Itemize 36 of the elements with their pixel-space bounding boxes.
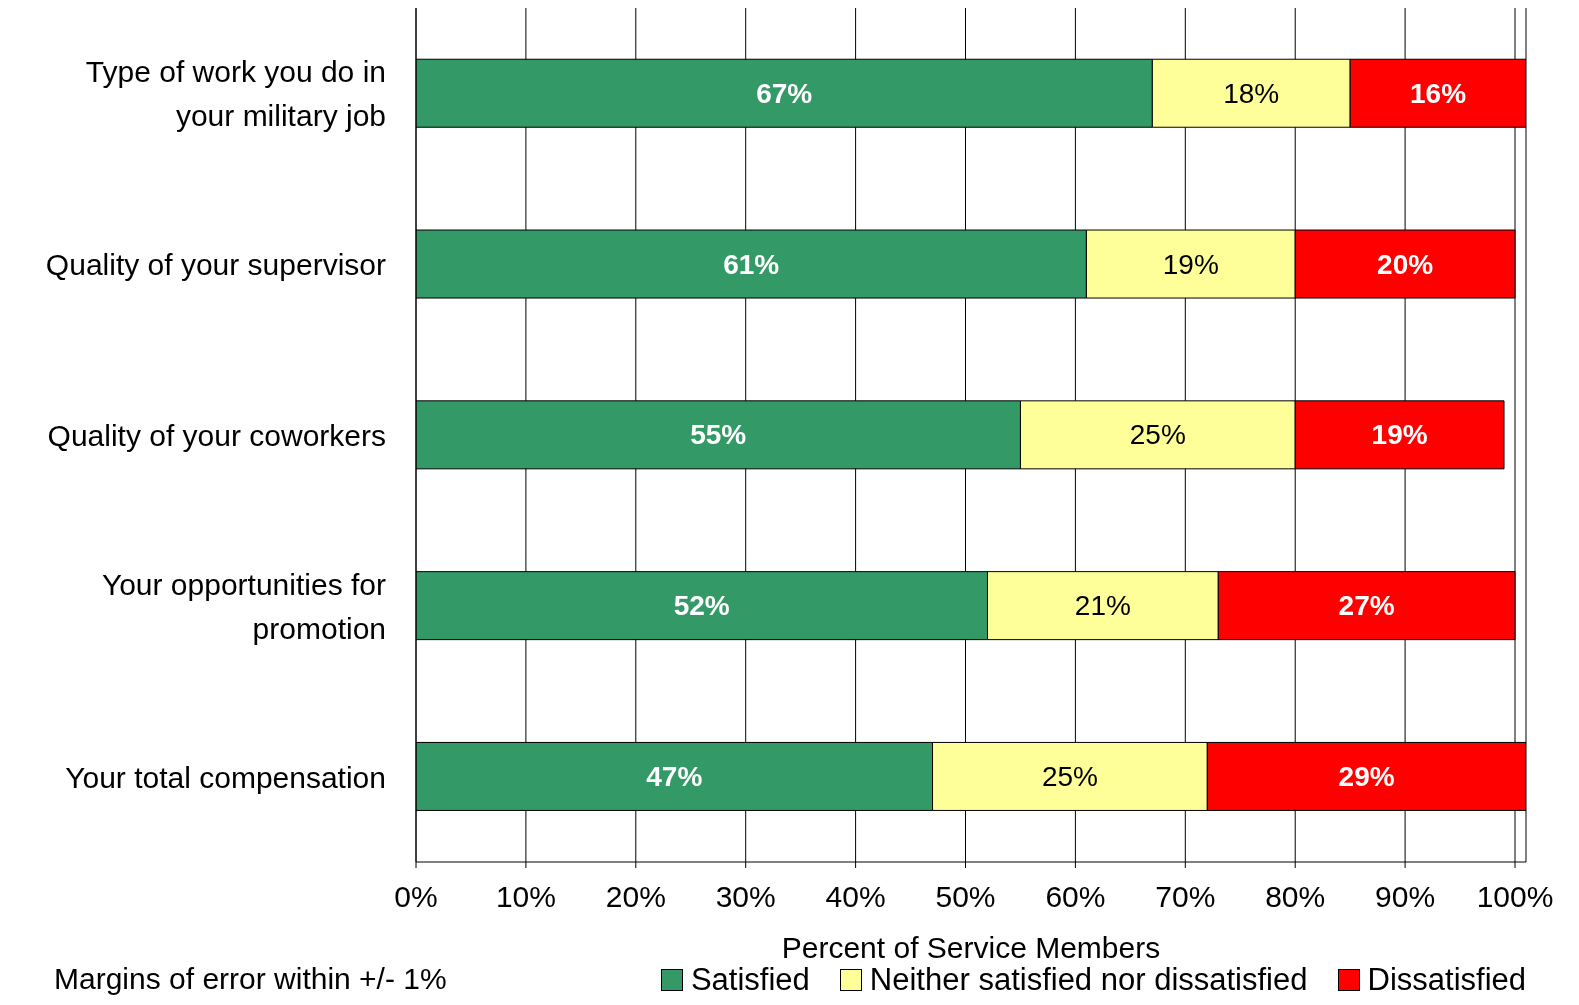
y-tick-label: Type of work you do in your military job [85, 54, 386, 132]
x-tick-label: 40% [825, 880, 886, 914]
x-tick-label: 50% [935, 880, 996, 914]
legend-label: Satisfied [690, 962, 810, 998]
data-label: 61% [723, 248, 780, 280]
data-label: 21% [1074, 590, 1131, 622]
x-tick-label: 90% [1375, 880, 1436, 914]
data-label: 16% [1410, 77, 1467, 109]
x-tick-label: 0% [394, 880, 438, 914]
x-axis-title: Percent of Service Members [781, 931, 1161, 964]
x-tick-label: 80% [1265, 880, 1326, 914]
legend-label: Neither satisfied nor dissatisfied [869, 962, 1308, 998]
legend-label: Dissatisfied [1367, 962, 1526, 998]
x-tick-label: 30% [715, 880, 776, 914]
data-label: 27% [1338, 590, 1395, 622]
data-label: 25% [1041, 760, 1098, 792]
x-tick-label: 10% [495, 880, 556, 914]
data-label: 52% [673, 590, 730, 622]
y-tick-label: Your opportunities for promotion [101, 567, 387, 645]
x-tick-label: 20% [605, 880, 666, 914]
data-label: 47% [646, 760, 703, 792]
text: Margins of error within +/- 1% [54, 962, 447, 996]
y-tick-label: Quality of your coworkers [47, 418, 386, 452]
data-label: 29% [1338, 760, 1395, 792]
y-tick-label: Quality of your supervisor [45, 247, 387, 281]
y-tick-label: Your total compensation [65, 760, 386, 794]
data-label: 19% [1162, 248, 1219, 280]
x-tick-label: 60% [1045, 880, 1106, 914]
data-label: 55% [690, 419, 747, 451]
data-label: 67% [756, 77, 813, 109]
data-label: 20% [1377, 248, 1434, 280]
x-tick-label: 70% [1155, 880, 1216, 914]
x-tick-label: 100% [1476, 880, 1554, 914]
data-label: 18% [1223, 77, 1280, 109]
data-label: 19% [1371, 419, 1428, 451]
data-label: 25% [1129, 419, 1186, 451]
